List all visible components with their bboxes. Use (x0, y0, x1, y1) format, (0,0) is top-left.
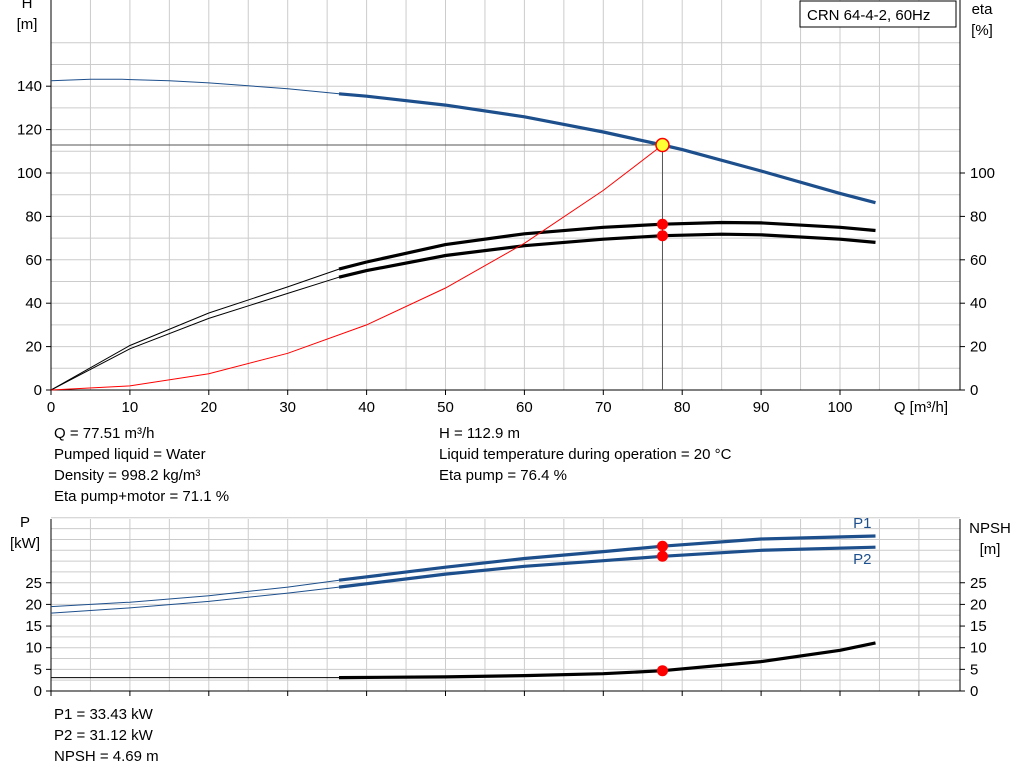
y-left-tick-label: 0 (34, 683, 42, 700)
y-left-tick-label: 60 (25, 252, 42, 269)
eta-pump-curve-thin (50, 268, 340, 391)
P2-curve (338, 545, 876, 589)
y-right-tick-label: 100 (970, 165, 995, 182)
y-right-tick-label: 40 (970, 295, 987, 312)
y-right-axis-label: NPSH (969, 520, 1011, 537)
results-power-panel: P1 = 33.43 kW P2 = 31.12 kW NPSH = 4.69 … (54, 704, 159, 767)
y-left-tick-label: 100 (17, 165, 42, 182)
x-tick-label: 90 (753, 399, 770, 416)
model-legend-text: CRN 64-4-2, 60Hz (807, 7, 930, 24)
result-eta-pump: Eta pump = 76.4 % (439, 467, 567, 484)
result-p2: P2 = 31.12 kW (54, 727, 153, 744)
result-pumped-liquid: Pumped liquid = Water (54, 446, 206, 463)
y-left-axis-label: P (20, 514, 30, 531)
y-right-tick-label: 5 (970, 661, 978, 678)
y-left-axis-unit: [m] (17, 16, 38, 33)
y-right-tick-label: 10 (970, 640, 987, 657)
y-right-tick-label: 25 (970, 575, 987, 592)
x-tick-label: 100 (827, 399, 852, 416)
system-curve-curve-thin (50, 144, 663, 391)
y-left-tick-label: 10 (25, 640, 42, 657)
x-tick-label: 30 (279, 399, 296, 416)
y-left-axis-unit: [kW] (10, 535, 40, 552)
eta-pump-motor-curve-thin (50, 276, 340, 391)
y-left-tick-label: 25 (25, 575, 42, 592)
y-left-tick-label: 0 (34, 382, 42, 399)
y-right-tick-label: 20 (970, 339, 987, 356)
y-left-tick-label: 80 (25, 208, 42, 225)
x-tick-label: 10 (122, 399, 139, 416)
p2-curve-label: P2 (853, 551, 871, 568)
head-curve-thin (50, 78, 340, 95)
result-npsh: NPSH = 4.69 m (54, 748, 159, 765)
model-legend-box (799, 0, 957, 28)
result-density: Density = 998.2 kg/m³ (54, 467, 201, 484)
result-head: H = 112.9 m (439, 425, 521, 442)
p1-duty-marker (656, 540, 668, 552)
p2-duty-marker (656, 550, 668, 562)
y-left-tick-label: 5 (34, 661, 42, 678)
P2-curve-thin (50, 586, 340, 614)
P1-curve-thin (50, 579, 340, 608)
x-axis-label: Q [m³/h] (894, 399, 948, 416)
y-right-tick-label: 15 (970, 618, 987, 635)
y-left-tick-label: 40 (25, 295, 42, 312)
results-left-panel: Q = 77.51 m³/h Pumped liquid = Water Den… (54, 423, 229, 507)
eta-pump-curve (338, 220, 876, 271)
y-left-tick-label: 20 (25, 339, 42, 356)
y-left-tick-label: 120 (17, 122, 42, 139)
head-efficiency-chart: 020406080100120140020406080100H[m]eta[%]… (17, 0, 995, 416)
y-left-tick-label: 15 (25, 618, 42, 635)
y-right-tick-label: 80 (970, 208, 987, 225)
y-right-axis-label: eta (972, 1, 994, 18)
head-duty-marker (655, 137, 670, 153)
x-tick-label: 20 (200, 399, 217, 416)
eta-pump-duty-marker (656, 218, 668, 230)
x-tick-label: 80 (674, 399, 691, 416)
x-tick-label: 50 (437, 399, 454, 416)
result-liquid-temperature: Liquid temperature during operation = 20… (439, 446, 732, 463)
x-tick-label: 40 (358, 399, 375, 416)
NPSH-curve (338, 641, 876, 680)
y-left-tick-label: 20 (25, 596, 42, 613)
power-npsh-chart: 0 5 10 15 20 25 0 5 10 15 20 25 P [kW] NPSH [m] P1 P2 (10, 514, 1011, 700)
y-left-tick-label: 140 (17, 78, 42, 95)
y-right-tick-label: 60 (970, 252, 987, 269)
eta-pump-motor-duty-marker (656, 230, 668, 242)
results-right-panel: H = 112.9 m Liquid temperature during op… (439, 423, 731, 486)
y-right-axis-unit: [m] (980, 541, 1001, 558)
head-curve (338, 92, 876, 205)
p1-curve-label: P1 (853, 515, 871, 532)
result-eta-pump-motor: Eta pump+motor = 71.1 % (54, 488, 230, 505)
P1-curve (338, 534, 876, 582)
y-right-tick-label: 20 (970, 596, 987, 613)
result-flow: Q = 77.51 m³/h (54, 425, 155, 442)
npsh-duty-marker (656, 665, 668, 677)
y-right-axis-unit: [%] (971, 22, 993, 39)
x-tick-label: 0 (47, 399, 55, 416)
result-p1: P1 = 33.43 kW (54, 706, 153, 723)
x-tick-label: 70 (595, 399, 612, 416)
eta-pump-motor-curve (338, 232, 876, 279)
y-right-tick-label: 0 (970, 382, 978, 399)
y-right-tick-label: 0 (970, 683, 978, 700)
y-left-axis-label: H (22, 0, 33, 12)
x-tick-label: 60 (516, 399, 533, 416)
